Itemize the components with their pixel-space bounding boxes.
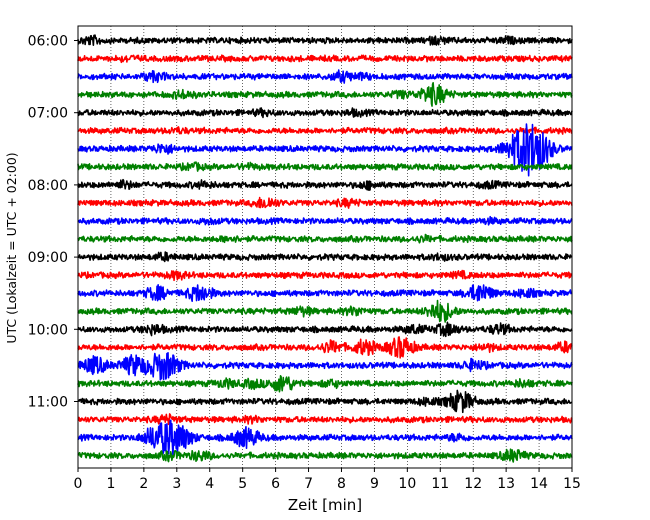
trace-0800: [77, 178, 573, 192]
trace-0830: [77, 215, 573, 226]
trace-group: [77, 34, 573, 463]
y-tick-label-0600: 06:00: [28, 34, 68, 50]
y-tick-label-0800: 08:00: [28, 178, 68, 194]
trace-0945: [77, 299, 573, 323]
trace-0815: [77, 196, 573, 209]
trace-0600: [77, 34, 573, 47]
trace-1045: [77, 375, 573, 393]
x-tick-label-12: 12: [464, 476, 482, 492]
x-tick-label-15: 15: [563, 476, 581, 492]
x-tick-label-14: 14: [530, 476, 548, 492]
trace-1130: [77, 419, 573, 457]
trace-0700: [77, 107, 573, 119]
trace-0930: [77, 284, 573, 302]
y-axis-label: UTC (Lokalzeit = UTC + 02:00): [4, 152, 19, 343]
x-tick-label-7: 7: [304, 476, 313, 492]
x-tick-label-2: 2: [139, 476, 148, 492]
y-tick-label-0900: 09:00: [28, 250, 68, 266]
trace-0715: [77, 126, 573, 135]
plot-frame: [77, 25, 573, 469]
x-tick-label-8: 8: [337, 476, 346, 492]
y-tick-label-0700: 07:00: [28, 106, 68, 122]
y-axis: 06:00 07:00 08:00 09:00 10:00 11:00: [28, 34, 78, 411]
x-axis-label: Zeit [min]: [288, 496, 362, 514]
trace-1015: [77, 336, 573, 359]
x-axis: 0 1 2 3 4 5 6 7 8 9 10 11 12 13 14 15: [74, 468, 581, 492]
x-tick-label-9: 9: [370, 476, 379, 492]
trace-0630: [77, 69, 573, 84]
trace-1115: [77, 413, 573, 426]
x-tick-label-13: 13: [497, 476, 515, 492]
trace-0915: [77, 269, 573, 282]
trace-0730: [77, 123, 573, 177]
trace-1030: [77, 352, 573, 381]
trace-1100: [77, 389, 573, 414]
x-tick-label-10: 10: [398, 476, 416, 492]
x-tick-label-4: 4: [205, 476, 214, 492]
trace-1000: [77, 321, 573, 338]
x-tick-label-11: 11: [431, 476, 449, 492]
x-tick-label-0: 0: [74, 476, 83, 492]
x-tick-label-6: 6: [271, 476, 280, 492]
x-tick-label-1: 1: [106, 476, 115, 492]
y-tick-label-1100: 11:00: [28, 395, 68, 411]
trace-0845: [77, 233, 573, 244]
y-tick-label-1000: 10:00: [28, 322, 68, 338]
x-tick-label-5: 5: [238, 476, 247, 492]
trace-1145: [77, 448, 573, 463]
trace-0900: [77, 251, 573, 263]
trace-0645: [77, 82, 573, 107]
trace-0615: [77, 54, 573, 64]
trace-0745: [77, 161, 573, 172]
x-tick-label-3: 3: [172, 476, 181, 492]
